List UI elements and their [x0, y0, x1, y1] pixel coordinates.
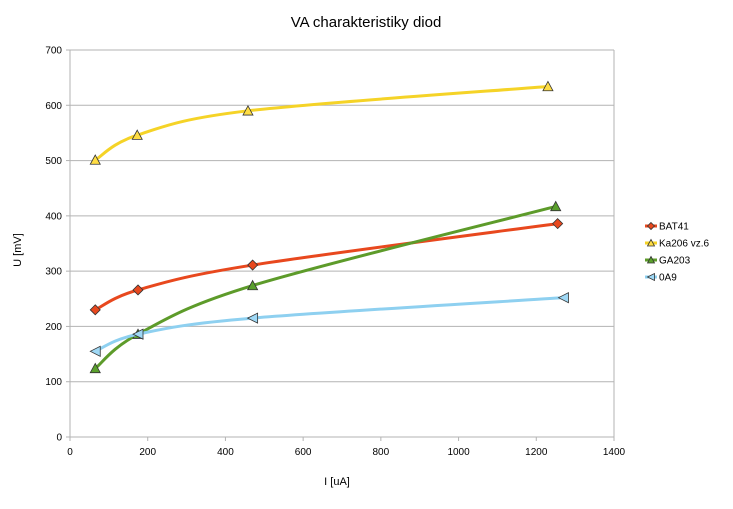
y-tick-label: 700: [45, 46, 62, 57]
series-0: [89, 218, 564, 316]
x-tick-label: 400: [217, 447, 234, 458]
x-tick-label: 800: [373, 447, 390, 458]
series-line: [93, 84, 550, 162]
y-tick-label: 300: [45, 267, 62, 278]
data-point-marker: [246, 279, 259, 291]
x-axis-label: I [uA]: [324, 476, 350, 488]
legend-item: 0A9: [645, 273, 677, 284]
legend-label: BAT41: [659, 222, 689, 233]
series-group: [89, 80, 569, 374]
data-point-marker: [247, 259, 259, 271]
legend-label: Ka206 vz.6: [659, 239, 709, 250]
legend-swatch-marker: [646, 221, 656, 231]
y-tick-label: 500: [45, 156, 62, 167]
legend-swatch-marker: [646, 255, 656, 264]
y-axis-label: U [mV]: [12, 233, 24, 267]
data-point-marker: [131, 129, 143, 140]
legend-label: 0A9: [659, 273, 677, 284]
series-2: [89, 200, 562, 374]
legend-swatch-marker: [646, 272, 655, 282]
axes: [66, 49, 615, 441]
legend: BAT41 Ka206 vz.6 GA203 0A9: [645, 222, 709, 284]
y-tick-label: 600: [45, 101, 62, 112]
legend-item: Ka206 vz.6: [645, 239, 709, 250]
y-tick-label: 100: [45, 377, 62, 388]
series-line: [93, 204, 558, 370]
x-tick-label: 1400: [603, 447, 626, 458]
data-point-marker: [246, 312, 259, 324]
data-point-marker: [557, 292, 569, 304]
y-tick-labels: 0 100 200 300 400 500 600 700: [45, 46, 62, 444]
series-line: [93, 222, 560, 312]
data-point-marker: [89, 362, 101, 374]
data-point-marker: [89, 154, 101, 165]
series-line: [93, 296, 565, 353]
data-point-marker: [542, 80, 554, 92]
x-tick-label: 1000: [447, 447, 470, 458]
y-tick-label: 0: [56, 433, 62, 444]
y-tick-label: 200: [45, 322, 62, 333]
series-1: [89, 80, 554, 165]
data-point-marker: [132, 284, 144, 296]
legend-item: BAT41: [645, 222, 689, 233]
data-point-marker: [550, 200, 562, 212]
grid-lines: [70, 49, 614, 438]
data-point-marker: [89, 345, 101, 357]
chart-title: VA charakteristiky diod: [291, 14, 442, 31]
legend-label: GA203: [659, 256, 691, 267]
data-point-marker: [552, 218, 564, 230]
x-tick-label: 0: [67, 447, 73, 458]
y-tick-label: 400: [45, 211, 62, 222]
legend-swatch-marker: [646, 238, 656, 247]
x-tick-label: 200: [139, 447, 156, 458]
legend-item: GA203: [645, 256, 691, 267]
data-point-marker: [132, 328, 144, 340]
x-tick-label: 1200: [525, 447, 548, 458]
x-tick-label: 600: [295, 447, 312, 458]
data-point-marker: [89, 304, 101, 316]
data-point-marker: [242, 104, 254, 116]
x-tick-labels: 0 200 400 600 800 1000 1200 1400: [67, 447, 625, 458]
series-3: [89, 292, 569, 357]
